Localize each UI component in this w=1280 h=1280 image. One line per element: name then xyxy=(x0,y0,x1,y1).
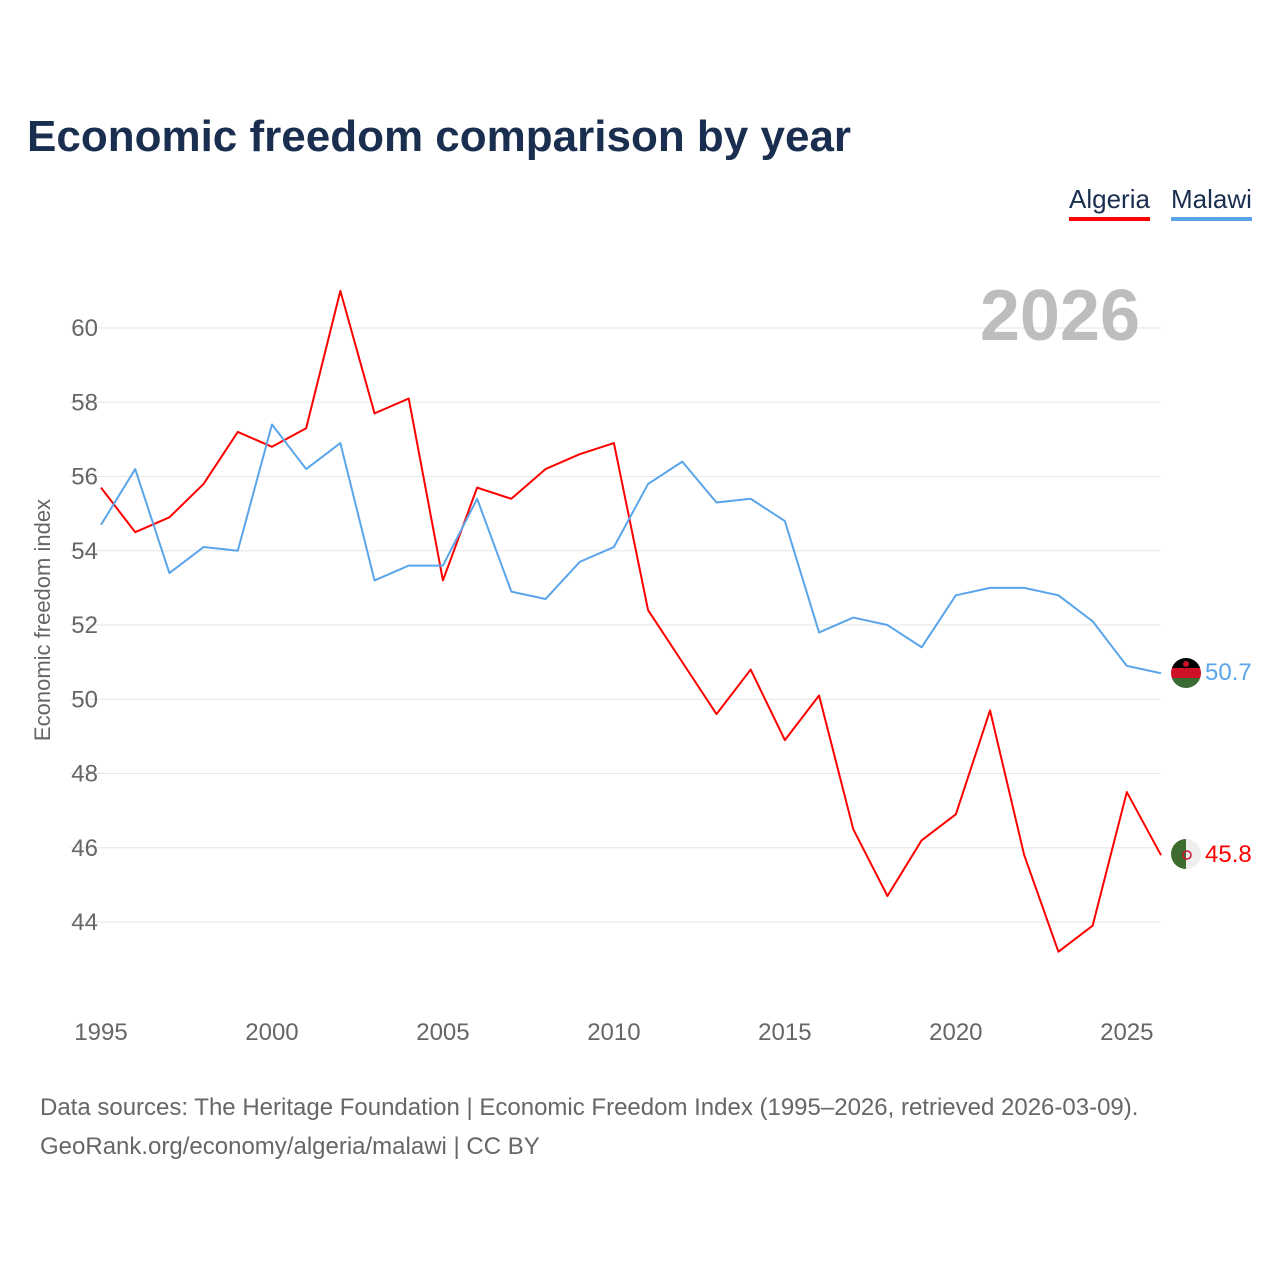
x-tick-label: 2020 xyxy=(929,1019,982,1046)
legend-algeria[interactable]: Algeria xyxy=(1069,184,1150,221)
footer-attribution[interactable]: GeoRank.org/economy/algeria/malawi | CC … xyxy=(40,1133,540,1160)
x-tick-label: 2005 xyxy=(416,1019,469,1046)
y-tick-label: 44 xyxy=(71,909,98,936)
y-tick-label: 52 xyxy=(71,612,98,639)
algeria-flag-icon xyxy=(1171,839,1201,869)
malawi-flag-icon xyxy=(1171,658,1201,688)
y-tick-label: 54 xyxy=(71,538,98,565)
series-line-malawi xyxy=(100,423,1162,675)
year-watermark: 2026 xyxy=(980,276,1140,356)
legend-malawi[interactable]: Malawi xyxy=(1171,184,1252,221)
y-tick-label: 58 xyxy=(71,389,98,416)
y-tick-label: 48 xyxy=(71,761,98,788)
series-line-algeria xyxy=(100,289,1162,953)
y-tick-label: 56 xyxy=(71,464,98,491)
chart-title: Economic freedom comparison by year xyxy=(27,112,852,161)
malawi-end-label: 50.7 xyxy=(1205,659,1252,686)
algeria-end-label: 45.8 xyxy=(1205,841,1252,868)
x-tick-label: 1995 xyxy=(74,1019,127,1046)
y-tick-label: 46 xyxy=(71,835,98,862)
y-axis-label: Economic freedom index xyxy=(30,499,55,741)
y-tick-label: 50 xyxy=(71,686,98,713)
x-tick-label: 2025 xyxy=(1100,1019,1153,1046)
footer: Data sources: The Heritage Foundation | … xyxy=(40,1088,1138,1166)
y-tick-label: 60 xyxy=(71,315,98,342)
x-tick-label: 2010 xyxy=(587,1019,640,1046)
x-tick-label: 2015 xyxy=(758,1019,811,1046)
x-tick-label: 2000 xyxy=(245,1019,298,1046)
footer-sources: Data sources: The Heritage Foundation | … xyxy=(40,1094,1139,1121)
